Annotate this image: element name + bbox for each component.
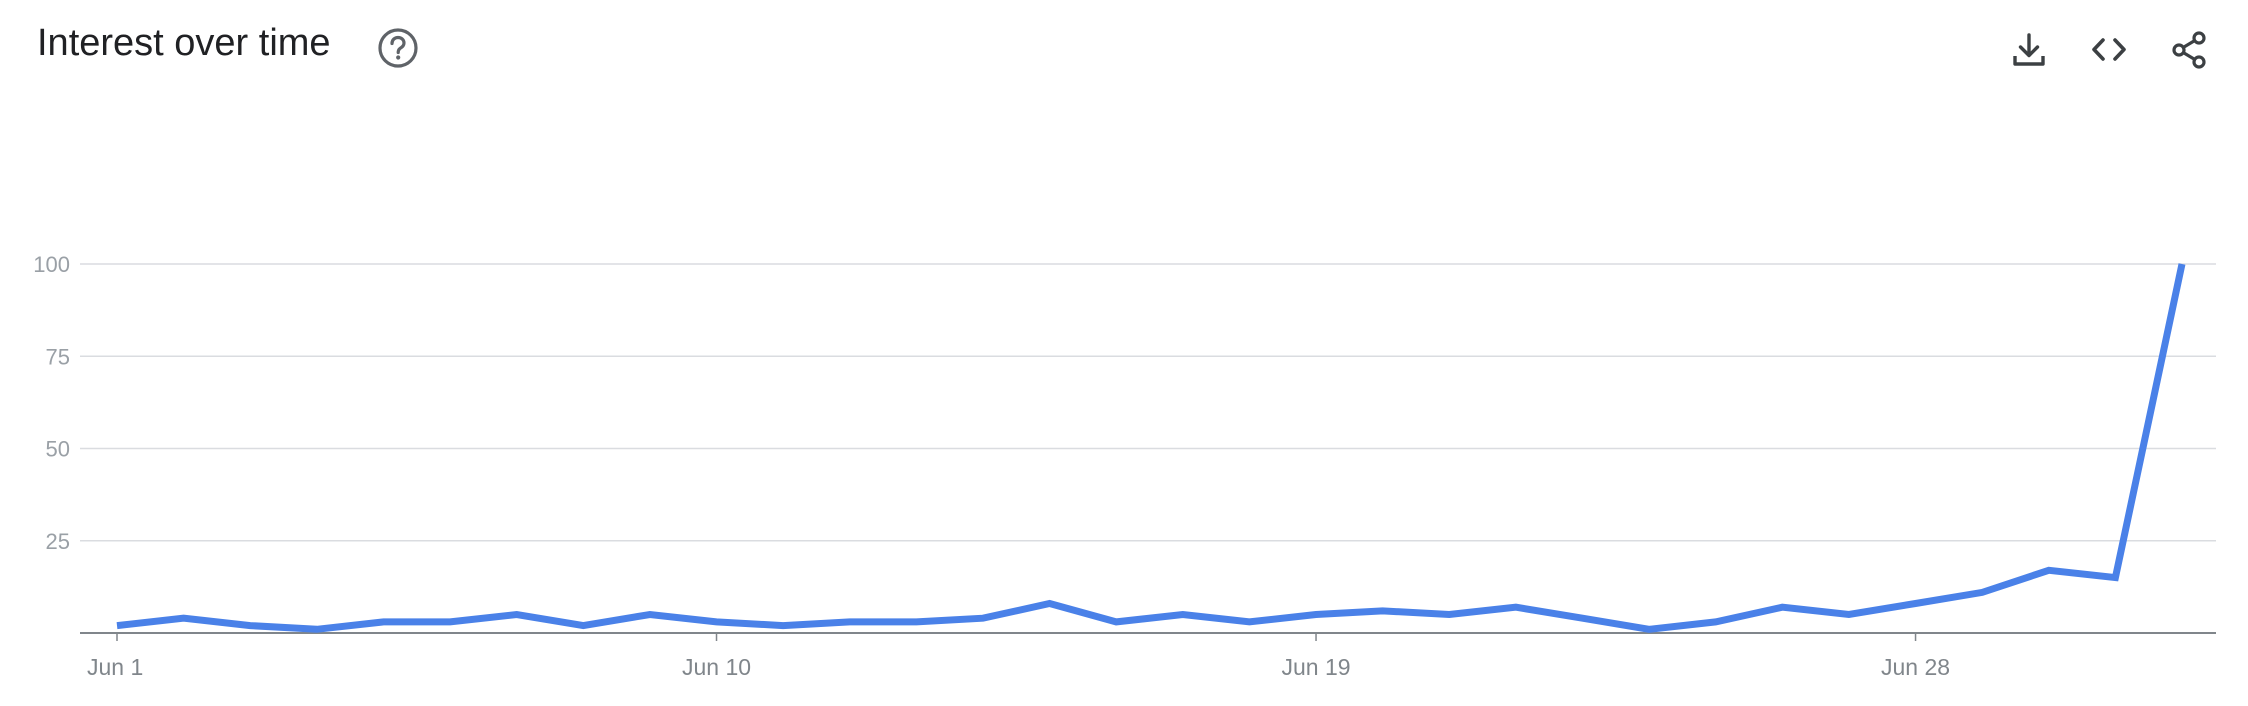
- y-tick-labels: 25 50 75 100: [33, 252, 70, 554]
- x-tick-label: Jun 19: [1282, 654, 1351, 680]
- x-tick-labels: Jun 1 Jun 10 Jun 19 Jun 28: [87, 633, 1950, 680]
- data-point[interactable]: [1507, 598, 1525, 616]
- help-circle-icon[interactable]: [376, 26, 420, 70]
- data-point[interactable]: [1107, 613, 1125, 631]
- series-layer: [108, 255, 2191, 638]
- data-point[interactable]: [1840, 606, 1858, 624]
- data-point[interactable]: [841, 613, 859, 631]
- data-point[interactable]: [1773, 598, 1791, 616]
- data-point[interactable]: [441, 613, 459, 631]
- data-point[interactable]: [1307, 606, 1325, 624]
- data-point[interactable]: [1973, 583, 1991, 601]
- data-point[interactable]: [308, 620, 326, 638]
- code-icon[interactable]: [2086, 27, 2132, 73]
- y-tick-label: 25: [46, 529, 70, 554]
- data-point[interactable]: [1374, 602, 1392, 620]
- data-point[interactable]: [175, 609, 193, 627]
- data-point[interactable]: [508, 606, 526, 624]
- grid-lines: [80, 263, 2216, 634]
- data-point[interactable]: [1573, 609, 1591, 627]
- data-point[interactable]: [708, 613, 726, 631]
- y-tick-label: 75: [46, 344, 70, 369]
- x-tick-label: Jun 10: [682, 654, 751, 680]
- data-point[interactable]: [574, 617, 592, 635]
- y-tick-label: 50: [46, 437, 70, 462]
- data-point[interactable]: [374, 613, 392, 631]
- data-point[interactable]: [2106, 569, 2124, 587]
- data-point[interactable]: [1240, 613, 1258, 631]
- data-point[interactable]: [2173, 255, 2191, 273]
- chart-title: Interest over time: [37, 22, 331, 64]
- data-point[interactable]: [1707, 613, 1725, 631]
- data-point[interactable]: [1907, 594, 1925, 612]
- data-point[interactable]: [241, 617, 259, 635]
- data-point[interactable]: [1640, 620, 1658, 638]
- chart-header: Interest over time: [0, 0, 2248, 100]
- data-point[interactable]: [774, 617, 792, 635]
- share-icon[interactable]: [2166, 27, 2212, 73]
- x-tick-label: Jun 28: [1881, 654, 1950, 680]
- data-point[interactable]: [1041, 594, 1059, 612]
- data-point[interactable]: [974, 609, 992, 627]
- series-line: [116, 263, 2186, 633]
- data-point[interactable]: [1174, 606, 1192, 624]
- x-tick-label: Jun 1: [87, 654, 143, 680]
- data-point[interactable]: [1440, 606, 1458, 624]
- data-point[interactable]: [2040, 561, 2058, 579]
- data-point[interactable]: [108, 617, 126, 635]
- data-point[interactable]: [641, 606, 659, 624]
- download-icon[interactable]: [2006, 27, 2052, 73]
- y-tick-label: 100: [33, 252, 70, 277]
- data-point[interactable]: [907, 613, 925, 631]
